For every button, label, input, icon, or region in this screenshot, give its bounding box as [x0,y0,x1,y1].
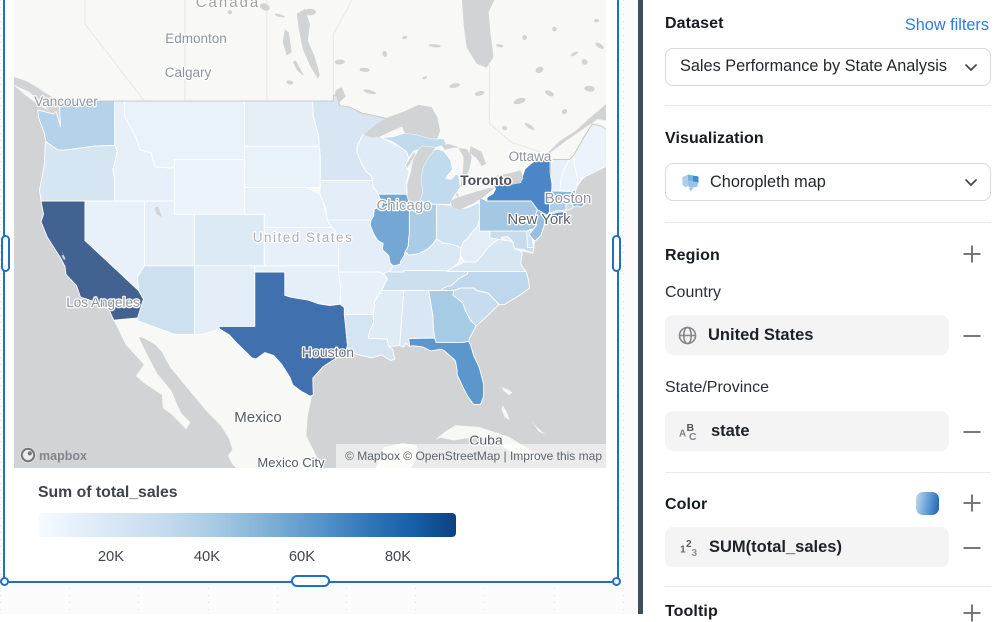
svg-text:Los Angeles: Los Angeles [66,295,140,310]
svg-text:Chicago: Chicago [376,197,431,214]
svg-text:A: A [679,429,686,440]
svg-text:Canada: Canada [196,0,261,11]
svg-text:© Mapbox © OpenStreetMap | Imp: © Mapbox © OpenStreetMap | Improve this … [345,449,602,463]
svg-text:Toronto: Toronto [460,172,512,188]
svg-text:Mexico: Mexico [234,409,282,426]
svg-text:Mexico City: Mexico City [257,455,325,468]
svg-text:United States: United States [253,230,354,245]
svg-text:C: C [689,431,697,441]
svg-text:Ottawa: Ottawa [509,149,552,164]
svg-text:Calgary: Calgary [165,65,212,80]
svg-text:Edmonton: Edmonton [165,31,227,46]
svg-text:B: B [687,422,695,434]
svg-text:mapbox: mapbox [39,449,87,463]
svg-text:3: 3 [692,548,698,557]
svg-text:Vancouver: Vancouver [34,94,98,109]
svg-text:1: 1 [680,544,686,556]
svg-text:2: 2 [686,539,692,550]
svg-text:Houston: Houston [302,344,354,360]
svg-text:New York: New York [507,211,571,228]
svg-text:Boston: Boston [545,190,592,207]
